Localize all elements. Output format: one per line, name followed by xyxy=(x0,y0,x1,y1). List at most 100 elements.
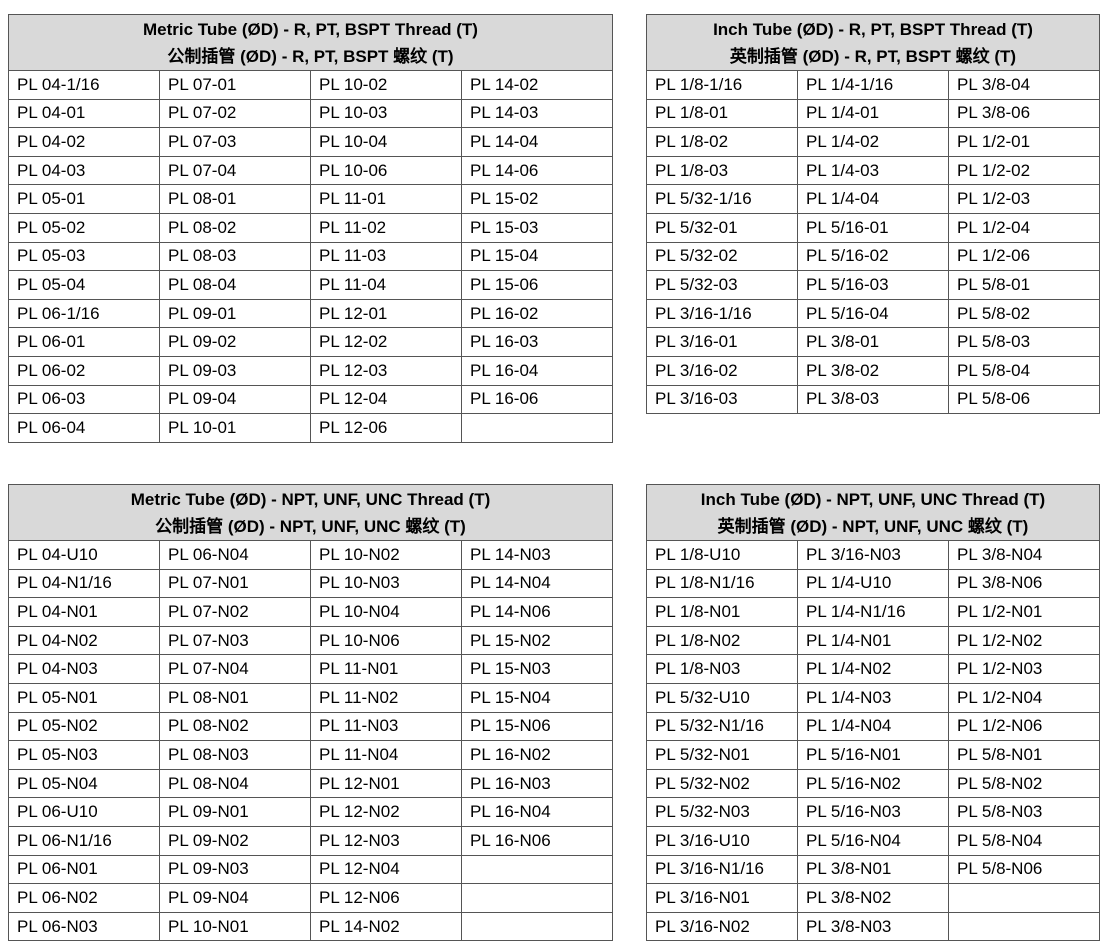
part-number-cell: PL 15-N06 xyxy=(461,711,613,742)
table-row: PL 1/8-02 PL 1/4-02 PL 1/2-01 xyxy=(646,127,1100,157)
inch-tube-npt-unf-unc-table: Inch Tube (ØD) - NPT, UNF, UNC Thread (T… xyxy=(646,484,1100,942)
part-number-cell: PL 1/4-N03 xyxy=(797,682,949,713)
part-number-cell: PL 12-03 xyxy=(310,355,462,386)
part-number-cell: PL 06-N04 xyxy=(159,540,311,570)
part-number-cell: PL 06-1/16 xyxy=(8,298,160,329)
part-number-cell: PL 1/8-03 xyxy=(646,155,798,186)
part-number-cell: PL 1/4-03 xyxy=(797,155,949,186)
part-number-cell: PL 07-N01 xyxy=(159,568,311,599)
part-number-cell: PL 08-N01 xyxy=(159,682,311,713)
part-number-cell: PL 3/8-N04 xyxy=(948,540,1100,570)
part-number-cell: PL 11-02 xyxy=(310,212,462,243)
table-row: PL 06-03 PL 09-04 PL 12-04 PL 16-06 xyxy=(8,384,613,415)
part-number-cell: PL 1/4-N04 xyxy=(797,711,949,742)
part-number-cell: PL 3/16-N02 xyxy=(646,911,798,942)
table-row: PL 06-N1/16 PL 09-N02 PL 12-N03 PL 16-N06 xyxy=(8,825,613,856)
part-number-cell: PL 5/8-06 xyxy=(948,384,1100,415)
part-number-cell: PL 06-N03 xyxy=(8,911,160,942)
table-row: PL 5/32-N02 PL 5/16-N02 PL 5/8-N02 xyxy=(646,768,1100,799)
part-number-cell: PL 5/16-N03 xyxy=(797,797,949,827)
part-number-cell: PL 09-N04 xyxy=(159,883,311,913)
part-number-cell: PL 5/16-N04 xyxy=(797,825,949,856)
table-row: PL 04-U10 PL 06-N04 PL 10-N02 PL 14-N03 xyxy=(8,540,613,570)
table-row: PL 05-N03 PL 08-N03 PL 11-N04 PL 16-N02 xyxy=(8,740,613,770)
part-number-cell: PL 05-04 xyxy=(8,270,160,300)
part-number-cell: PL 09-02 xyxy=(159,327,311,357)
part-number-cell: PL 10-02 xyxy=(310,70,462,100)
table-row: PL 05-N02 PL 08-N02 PL 11-N03 PL 15-N06 xyxy=(8,711,613,742)
part-number-cell: PL 12-N04 xyxy=(310,854,462,885)
part-number-cell: PL 5/16-03 xyxy=(797,270,949,300)
table-row: PL 06-N01 PL 09-N03 PL 12-N04 xyxy=(8,854,613,885)
table-row: PL 04-N1/16 PL 07-N01 PL 10-N03 PL 14-N04 xyxy=(8,568,613,599)
part-number-cell: PL 3/16-N01 xyxy=(646,883,798,913)
table-row: PL 05-04 PL 08-04 PL 11-04 PL 15-06 xyxy=(8,270,613,300)
part-number-cell: PL 06-03 xyxy=(8,384,160,415)
table-row: PL 3/16-N1/16 PL 3/8-N01 PL 5/8-N06 xyxy=(646,854,1100,885)
part-number-cell: PL 04-01 xyxy=(8,98,160,129)
part-number-cell xyxy=(461,911,613,942)
table-row: PL 1/8-1/16 PL 1/4-1/16 PL 3/8-04 xyxy=(646,70,1100,100)
part-number-cell xyxy=(948,911,1100,942)
part-number-cell: PL 1/2-06 xyxy=(948,241,1100,272)
part-number-cell: PL 04-1/16 xyxy=(8,70,160,100)
part-number-cell: PL 11-04 xyxy=(310,270,462,300)
part-number-cell: PL 5/8-N02 xyxy=(948,768,1100,799)
table-row: PL 1/8-N03 PL 1/4-N02 PL 1/2-N03 xyxy=(646,654,1100,684)
part-number-cell: PL 14-N02 xyxy=(310,911,462,942)
part-number-cell: PL 11-N03 xyxy=(310,711,462,742)
table-row: PL 1/8-U10 PL 3/16-N03 PL 3/8-N04 xyxy=(646,540,1100,570)
part-number-cell: PL 16-N04 xyxy=(461,797,613,827)
table-header: Metric Tube (ØD) - R, PT, BSPT Thread (T… xyxy=(8,14,613,71)
part-number-cell: PL 10-01 xyxy=(159,413,311,443)
part-number-cell: PL 07-02 xyxy=(159,98,311,129)
part-number-cell: PL 12-N02 xyxy=(310,797,462,827)
table-header: Inch Tube (ØD) - R, PT, BSPT Thread (T) 英… xyxy=(646,14,1100,71)
part-number-cell: PL 16-03 xyxy=(461,327,613,357)
part-number-cell: PL 1/8-02 xyxy=(646,127,798,157)
part-number-cell: PL 16-N06 xyxy=(461,825,613,856)
part-number-cell: PL 04-N01 xyxy=(8,597,160,627)
table-title-chinese: 英制插管 (ØD) - R, PT, BSPT 螺纹 (T) xyxy=(729,47,1017,66)
part-number-cell: PL 05-01 xyxy=(8,184,160,214)
table-row: PL 06-02 PL 09-03 PL 12-03 PL 16-04 xyxy=(8,355,613,386)
part-number-cell: PL 5/16-02 xyxy=(797,241,949,272)
table-title-english: Inch Tube (ØD) - NPT, UNF, UNC Thread (T… xyxy=(700,490,1046,509)
table-row: PL 04-1/16 PL 07-01 PL 10-02 PL 14-02 xyxy=(8,70,613,100)
table-row: PL 06-N02 PL 09-N04 PL 12-N06 xyxy=(8,883,613,913)
part-number-cell: PL 5/8-N01 xyxy=(948,740,1100,770)
part-number-cell: PL 5/32-N1/16 xyxy=(646,711,798,742)
table-row: PL 1/8-N1/16 PL 1/4-U10 PL 3/8-N06 xyxy=(646,568,1100,599)
table-row: PL 3/16-U10 PL 5/16-N04 PL 5/8-N04 xyxy=(646,825,1100,856)
part-number-cell: PL 1/4-N1/16 xyxy=(797,597,949,627)
part-number-cell: PL 15-N02 xyxy=(461,625,613,656)
part-number-cell: PL 15-N03 xyxy=(461,654,613,684)
part-number-cell: PL 1/8-N1/16 xyxy=(646,568,798,599)
part-number-cell: PL 1/2-N03 xyxy=(948,654,1100,684)
table-row: PL 04-02 PL 07-03 PL 10-04 PL 14-04 xyxy=(8,127,613,157)
part-number-cell: PL 1/2-01 xyxy=(948,127,1100,157)
part-number-cell: PL 10-N01 xyxy=(159,911,311,942)
table-row: PL 06-01 PL 09-02 PL 12-02 PL 16-03 xyxy=(8,327,613,357)
part-number-cell: PL 1/4-N01 xyxy=(797,625,949,656)
part-number-cell: PL 06-N01 xyxy=(8,854,160,885)
part-number-cell: PL 1/4-1/16 xyxy=(797,70,949,100)
part-number-cell: PL 3/16-N1/16 xyxy=(646,854,798,885)
part-number-cell: PL 1/4-02 xyxy=(797,127,949,157)
part-number-cell: PL 1/8-01 xyxy=(646,98,798,129)
part-number-cell: PL 05-N04 xyxy=(8,768,160,799)
part-number-cell: PL 3/8-01 xyxy=(797,327,949,357)
table-row: PL 04-03 PL 07-04 PL 10-06 PL 14-06 xyxy=(8,155,613,186)
metric-tube-r-pt-bspt-table: Metric Tube (ØD) - R, PT, BSPT Thread (T… xyxy=(8,14,613,443)
part-number-cell: PL 12-02 xyxy=(310,327,462,357)
table-row: PL 06-1/16 PL 09-01 PL 12-01 PL 16-02 xyxy=(8,298,613,329)
part-number-cell: PL 09-04 xyxy=(159,384,311,415)
table-row: PL 5/32-03 PL 5/16-03 PL 5/8-01 xyxy=(646,270,1100,300)
part-number-cell: PL 09-N01 xyxy=(159,797,311,827)
part-number-cell: PL 5/8-N06 xyxy=(948,854,1100,885)
part-number-cell: PL 04-N03 xyxy=(8,654,160,684)
part-number-cell: PL 3/8-04 xyxy=(948,70,1100,100)
part-number-cell: PL 16-04 xyxy=(461,355,613,386)
part-number-cell: PL 07-04 xyxy=(159,155,311,186)
part-number-cell: PL 15-02 xyxy=(461,184,613,214)
